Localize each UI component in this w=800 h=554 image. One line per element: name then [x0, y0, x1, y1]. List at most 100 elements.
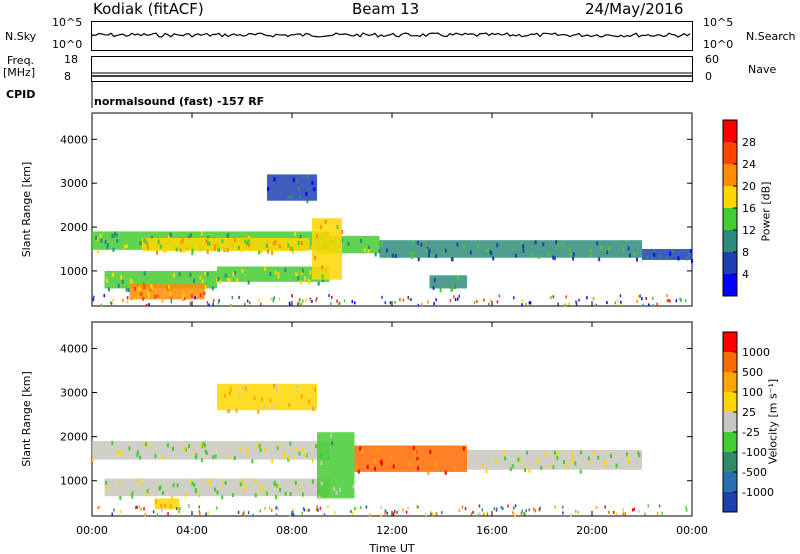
panel-1-noise: [685, 508, 688, 512]
panel-0-speckle: [321, 274, 324, 279]
panel-1-noise: [384, 511, 386, 515]
panel-0-noise: [311, 299, 313, 303]
panel-1-speckle: [244, 483, 247, 488]
panel-1-speckle: [564, 463, 567, 468]
panel-0-noise: [297, 302, 299, 306]
panel-0-noise: [206, 302, 209, 306]
panel-1-noise: [458, 508, 461, 512]
panel-1-noise: [353, 506, 356, 510]
panel-0-speckle: [690, 249, 693, 254]
panel-0-speckle: [144, 239, 147, 244]
panel-0-speckle: [107, 287, 110, 292]
panel-1-noise: [472, 510, 474, 514]
panel-1-noise: [188, 505, 191, 508]
panel-1-noise: [351, 511, 354, 515]
panel-1-noise: [461, 505, 464, 509]
panel-0-speckle: [123, 244, 126, 249]
panel-1-speckle: [275, 483, 278, 488]
panel-0-noise: [258, 298, 260, 302]
panel-1-speckle: [201, 444, 204, 449]
panel-1-noise: [380, 513, 382, 517]
panel-0-speckle: [421, 242, 424, 247]
panel-1-band-2: [317, 432, 355, 499]
panel-0-speckle: [555, 240, 558, 245]
colorbar-tick-label: 24: [742, 158, 756, 171]
panel-1-noise: [198, 510, 201, 513]
panel-0-speckle: [289, 246, 292, 251]
panel-0-speckle: [622, 247, 625, 252]
panel-1-speckle: [154, 454, 157, 459]
panel-1-speckle: [198, 493, 200, 498]
panel-1-noise: [289, 513, 292, 517]
nsky-trace: [91, 32, 691, 38]
colorbar-tick-label: 1000: [742, 346, 770, 359]
panel-0-speckle: [217, 276, 220, 281]
panel-0-speckle: [189, 233, 192, 237]
panel-1-speckle: [298, 451, 301, 456]
panel-1-speckle: [216, 490, 219, 495]
panel-0-speckle: [627, 246, 630, 251]
panel-0-speckle: [450, 287, 453, 292]
panel-0-noise: [636, 299, 638, 303]
panel-0-noise: [249, 301, 251, 305]
panel-0-speckle: [207, 241, 209, 246]
panel-0-speckle: [496, 243, 499, 248]
panel-0-speckle: [324, 219, 327, 224]
panel-1-noise: [143, 507, 145, 511]
panel-1-speckle: [610, 454, 612, 459]
colorbar-tick-label: -25: [742, 426, 760, 439]
panel-0-speckle: [433, 278, 436, 283]
panel-0-noise: [433, 302, 435, 306]
panel-1-noise: [658, 504, 661, 508]
panel-1-noise: [271, 508, 273, 512]
panel-0-speckle: [205, 239, 208, 244]
panel-1-speckle: [509, 467, 512, 471]
panel-0-speckle: [143, 238, 146, 243]
panel-0-speckle: [178, 272, 181, 277]
panel-1-speckle: [504, 456, 507, 461]
panel-1-noise: [242, 512, 244, 516]
panel-1-noise: [493, 507, 496, 511]
panel-0-band-4: [642, 248, 692, 260]
panel-0-speckle: [290, 194, 293, 199]
panel-0-speckle: [104, 240, 107, 244]
panel-1-speckle: [417, 466, 420, 471]
panel-1-speckle: [429, 449, 432, 454]
panel-0-noise: [458, 294, 460, 298]
panel-0-noise: [184, 297, 186, 300]
panel-1-speckle: [366, 464, 369, 469]
panel-1-noise: [384, 509, 387, 513]
panel-1-noise: [570, 513, 572, 517]
colorbar-tick-label: -500: [742, 466, 767, 479]
panel-0-speckle: [95, 236, 98, 240]
colorbar-segment: [723, 352, 737, 372]
panel-1-speckle: [547, 463, 550, 468]
panel-0-speckle: [492, 256, 495, 261]
panel-0-noise: [270, 297, 272, 301]
panel-1-speckle: [184, 492, 187, 497]
panel-1-noise: [507, 504, 509, 508]
y-tick-label: 1000: [60, 475, 88, 488]
panel-0-noise: [513, 296, 515, 300]
colorbar-segment: [723, 492, 737, 512]
panel-1-noise: [334, 511, 336, 515]
panel-0-speckle: [143, 284, 146, 289]
panel-0-speckle: [456, 242, 459, 247]
panel-1-noise: [207, 511, 209, 515]
panel-1-speckle: [233, 456, 236, 461]
panel-1-noise: [622, 512, 624, 516]
panel-0-speckle: [412, 240, 415, 245]
panel-1-noise: [275, 513, 278, 517]
panel-1-speckle: [228, 455, 231, 460]
panel-1-speckle: [502, 450, 505, 455]
panel-1-speckle: [169, 504, 172, 509]
panel-0-noise: [208, 303, 210, 307]
panel-0-speckle: [238, 245, 240, 250]
panel-1-speckle: [356, 465, 359, 470]
panel-1-speckle: [571, 452, 574, 457]
panel-0-speckle: [490, 251, 493, 256]
panel-1-speckle: [119, 496, 122, 500]
panel-0-speckle: [200, 231, 203, 236]
panel-1-noise: [622, 507, 625, 511]
